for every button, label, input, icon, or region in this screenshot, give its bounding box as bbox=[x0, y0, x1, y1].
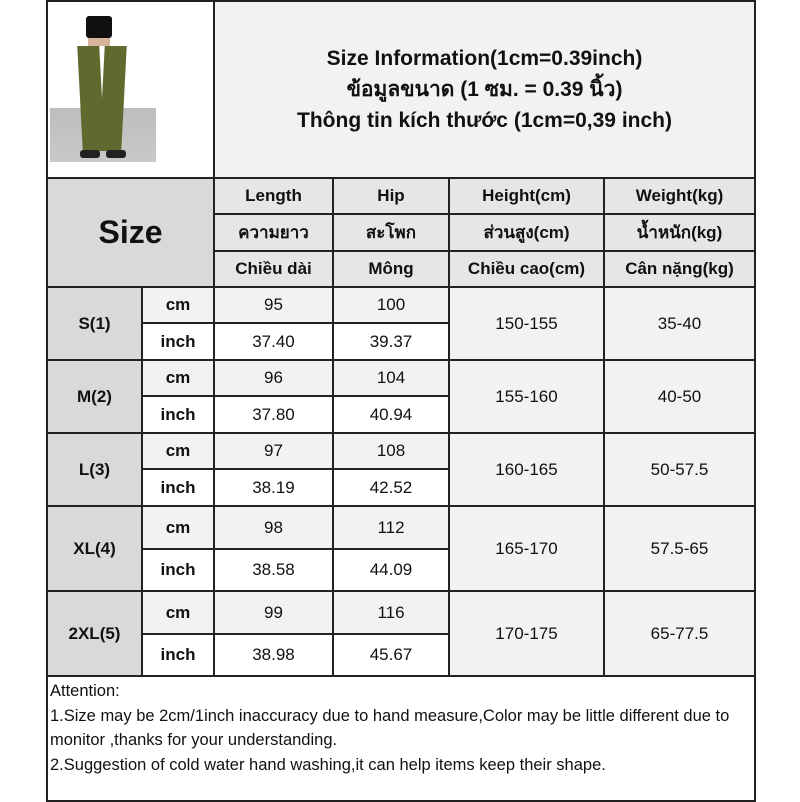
length-cm: 95 bbox=[213, 286, 334, 324]
length-cm: 99 bbox=[213, 590, 334, 635]
height-range: 160-165 bbox=[448, 432, 605, 507]
table-row: inch 38.19 42.52 bbox=[47, 468, 755, 507]
hip-header-th: สะโพก bbox=[332, 213, 450, 252]
hip-cm: 100 bbox=[332, 286, 450, 324]
table-row: 2XL(5) cm 99 116 170-175 65-77.5 bbox=[46, 590, 757, 677]
title-vi: Thông tin kích thước (1cm=0,39 inch) bbox=[297, 109, 672, 132]
length-cm: 98 bbox=[213, 505, 334, 550]
attention-line-2: 2.Suggestion of cold water hand washing,… bbox=[50, 755, 606, 774]
height-range: 150-155 bbox=[448, 286, 605, 361]
size-label: XL(4) bbox=[46, 505, 143, 592]
length-header-th: ความยาว bbox=[213, 213, 334, 252]
attention-heading: Attention: bbox=[50, 682, 120, 700]
unit-cm: cm bbox=[141, 590, 215, 635]
unit-inch: inch bbox=[141, 395, 215, 434]
size-label: S(1) bbox=[46, 286, 143, 361]
hip-cm: 112 bbox=[332, 505, 450, 550]
product-photo bbox=[50, 12, 156, 162]
length-header: Length bbox=[213, 177, 334, 215]
hip-header-vi: Mông bbox=[332, 250, 450, 288]
table-row: M(2) cm 96 104 155-160 40-50 bbox=[46, 359, 757, 434]
table-row: inch 37.40 39.37 bbox=[47, 322, 755, 361]
hip-header: Hip bbox=[332, 177, 450, 215]
height-header-th: ส่วนสูง(cm) bbox=[448, 213, 605, 252]
hip-inch: 44.09 bbox=[332, 548, 450, 592]
unit-cm: cm bbox=[141, 505, 215, 550]
length-inch: 37.40 bbox=[213, 322, 334, 361]
height-header-vi: Chiều cao(cm) bbox=[448, 250, 605, 288]
table-row: S(1) cm 95 100 150-155 35-40 bbox=[46, 286, 757, 361]
product-photo-cell bbox=[46, 0, 215, 179]
length-inch: 38.19 bbox=[213, 468, 334, 507]
size-label: 2XL(5) bbox=[46, 590, 143, 677]
height-range: 170-175 bbox=[448, 590, 605, 677]
height-range: 155-160 bbox=[448, 359, 605, 434]
hip-cm: 104 bbox=[332, 359, 450, 397]
table-row: inch 37.80 40.94 bbox=[47, 395, 755, 434]
weight-header-th: น้ำหนัก(kg) bbox=[602, 213, 757, 252]
unit-inch: inch bbox=[141, 468, 215, 507]
size-header: Size bbox=[46, 177, 215, 288]
unit-cm: cm bbox=[141, 286, 215, 324]
table-row: L(3) cm 97 108 160-165 50-57.5 bbox=[46, 432, 757, 507]
hip-inch: 42.52 bbox=[332, 468, 450, 507]
height-range: 165-170 bbox=[448, 505, 605, 592]
weight-range: 57.5-65 bbox=[602, 505, 757, 592]
attention-line-1: 1.Size may be 2cm/1inch inaccuracy due t… bbox=[50, 706, 730, 750]
unit-inch: inch bbox=[141, 633, 215, 677]
length-cm: 96 bbox=[213, 359, 334, 397]
unit-inch: inch bbox=[141, 548, 215, 592]
length-header-vi: Chiều dài bbox=[213, 250, 334, 288]
weight-range: 65-77.5 bbox=[602, 590, 757, 677]
table-row: XL(4) cm 98 112 165-170 57.5-65 bbox=[46, 505, 757, 592]
size-label: M(2) bbox=[46, 359, 143, 434]
title-th: ข้อมูลขนาด (1 ซม. = 0.39 นิ้ว) bbox=[346, 78, 623, 101]
table-row: inch 38.58 44.09 bbox=[47, 548, 755, 592]
size-label: L(3) bbox=[46, 432, 143, 507]
unit-cm: cm bbox=[141, 359, 215, 397]
height-header: Height(cm) bbox=[448, 177, 605, 215]
size-info-title: Size Information(1cm=0.39inch) ข้อมูลขนา… bbox=[212, 0, 757, 179]
weight-range: 40-50 bbox=[602, 359, 757, 434]
attention-note: Attention: 1.Size may be 2cm/1inch inacc… bbox=[45, 675, 757, 802]
hip-inch: 40.94 bbox=[332, 395, 450, 434]
unit-inch: inch bbox=[141, 322, 215, 361]
length-cm: 97 bbox=[213, 432, 334, 470]
title-en: Size Information(1cm=0.39inch) bbox=[326, 47, 643, 70]
weight-range: 35-40 bbox=[602, 286, 757, 361]
length-inch: 38.98 bbox=[213, 633, 334, 677]
weight-header-vi: Cân nặng(kg) bbox=[602, 250, 757, 288]
hip-inch: 45.67 bbox=[332, 633, 450, 677]
weight-range: 50-57.5 bbox=[602, 432, 757, 507]
hip-inch: 39.37 bbox=[332, 322, 450, 361]
hip-cm: 108 bbox=[332, 432, 450, 470]
weight-header: Weight(kg) bbox=[602, 177, 757, 215]
hip-cm: 116 bbox=[332, 590, 450, 635]
table-row: inch 38.98 45.67 bbox=[47, 633, 755, 677]
length-inch: 37.80 bbox=[213, 395, 334, 434]
length-inch: 38.58 bbox=[213, 548, 334, 592]
unit-cm: cm bbox=[141, 432, 215, 470]
size-chart-table: Size Information(1cm=0.39inch) ข้อมูลขนา… bbox=[45, 0, 757, 802]
